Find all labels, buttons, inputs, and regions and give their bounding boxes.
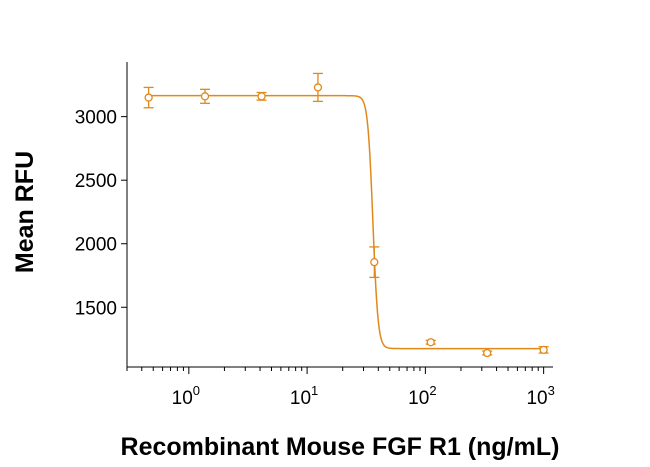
point-marker [200,92,210,101]
point-marker [313,83,323,92]
point-marker [483,348,492,358]
data-point-2 [256,91,267,101]
data-point-1 [200,88,211,104]
fit-curve-group [147,94,545,350]
x-tick-label-100: 102 [408,383,436,409]
y-tick-label-2000: 2000 [75,235,117,256]
data-point-0 [143,86,154,109]
fit-curve-0 [147,94,545,350]
data-point-4 [369,246,380,279]
point-marker [144,93,153,102]
point-marker [370,258,379,267]
data-points-group [143,72,549,358]
point-marker [257,92,266,101]
axes: 1500 2000 2500 3000 100 101 102 103 [75,62,555,409]
x-tick-label-1: 100 [172,383,200,409]
y-tick-label-2500: 2500 [75,171,117,192]
point-marker [426,338,435,347]
y-tick-label-1500: 1500 [75,298,117,319]
data-point-5 [425,338,436,347]
point-marker [539,345,548,354]
data-point-6 [482,348,493,358]
y-axis-label: Mean RFU [11,151,39,273]
x-tick-label-10: 101 [290,383,318,409]
data-point-3 [312,72,323,103]
x-tick-label-1000: 103 [526,383,554,409]
x-axis-label: Recombinant Mouse FGF R1 (ng/mL) [121,433,560,461]
data-point-7 [538,345,549,354]
y-tick-label-3000: 3000 [75,108,117,129]
